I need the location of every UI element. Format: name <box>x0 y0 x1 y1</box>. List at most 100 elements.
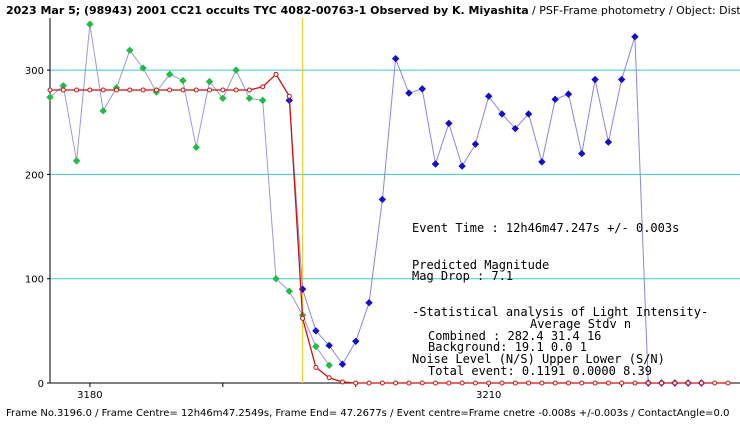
data-point <box>179 76 187 85</box>
data-point <box>339 379 345 385</box>
data-point <box>273 71 279 77</box>
data-point <box>378 195 387 204</box>
data-point <box>486 380 492 386</box>
data-point <box>604 138 613 146</box>
data-point <box>126 46 134 55</box>
x-tick-label: 3210 <box>476 390 501 401</box>
series-layer <box>46 20 731 387</box>
data-point <box>459 380 465 386</box>
data-point <box>192 143 200 152</box>
data-point <box>512 380 518 386</box>
data-point <box>591 75 599 84</box>
data-point <box>140 87 146 93</box>
data-point <box>472 380 478 386</box>
chart-title: 2023 Mar 5; (98943) 2001 CC21 occults TY… <box>6 4 529 17</box>
data-point <box>418 85 426 93</box>
data-point <box>272 275 280 283</box>
data-point <box>579 380 585 386</box>
event-time-label: Event Time : 12h46m47.247s +/- 0.003s <box>412 221 679 235</box>
data-point <box>207 87 213 93</box>
data-point <box>127 87 133 93</box>
data-point <box>72 157 81 165</box>
y-tick-label: 0 <box>38 379 44 390</box>
data-point <box>632 380 638 386</box>
data-point <box>312 342 320 351</box>
data-point <box>524 110 533 118</box>
data-point <box>139 64 147 72</box>
data-point <box>538 158 546 166</box>
data-point <box>47 87 53 93</box>
data-point <box>391 54 400 63</box>
y-tick-label: 100 <box>25 275 44 286</box>
data-point <box>405 89 413 97</box>
stat-columns-label: Average Stdv n <box>530 317 631 331</box>
data-point <box>86 20 94 28</box>
data-point <box>446 380 452 386</box>
data-point <box>725 380 731 386</box>
background-stats-label: Background: 19.1 0.0 1 <box>428 340 587 354</box>
data-point <box>631 33 639 41</box>
chart-footer: Frame No.3196.0 / Frame Centre= 12h46m47… <box>6 408 729 419</box>
data-point <box>659 380 665 386</box>
data-point <box>313 364 319 370</box>
data-point <box>87 87 93 93</box>
mag-drop-label: Mag Drop : 7.1 <box>412 269 513 283</box>
axis-layer: 0 100 200 300 3180 3210 <box>25 18 740 401</box>
x-tick-label: 3180 <box>77 390 102 401</box>
data-point <box>165 70 174 79</box>
data-point <box>526 380 532 386</box>
y-tick-label: 200 <box>25 170 44 181</box>
data-point <box>484 92 493 100</box>
data-point <box>685 380 691 386</box>
data-point <box>193 87 199 93</box>
data-point <box>445 119 453 128</box>
data-point <box>338 360 347 368</box>
data-point <box>60 87 66 93</box>
chart-subtitle: / PSF-Frame photometry / Object: Dista <box>532 4 740 17</box>
data-point <box>325 341 333 350</box>
data-point <box>46 93 54 101</box>
data-point <box>352 337 360 345</box>
noise-level-label: Noise Level (N/S) Upper Lower (S/N) <box>412 352 665 366</box>
data-point <box>619 380 625 386</box>
data-point <box>153 87 159 93</box>
plot-area: 0 100 200 300 3180 3210 <box>25 18 740 401</box>
data-point <box>539 380 545 386</box>
data-point <box>578 149 586 158</box>
data-point <box>285 287 294 295</box>
data-point <box>471 140 480 148</box>
data-point <box>498 110 506 118</box>
data-point <box>379 380 385 386</box>
data-point <box>712 380 718 386</box>
data-point <box>233 87 239 93</box>
data-point <box>74 87 80 93</box>
series-line-1 <box>49 24 330 366</box>
data-point <box>258 96 267 105</box>
data-point <box>431 160 440 168</box>
data-point <box>245 94 254 103</box>
data-point <box>552 380 558 386</box>
annotation-block: Event Time : 12h46m47.247s +/- 0.003s Pr… <box>412 221 708 378</box>
data-point <box>246 87 252 93</box>
data-point <box>113 87 119 93</box>
data-point <box>617 75 626 84</box>
data-point <box>499 380 505 386</box>
data-point <box>99 107 107 115</box>
predicted-magnitude-label: Predicted Magnitude <box>412 258 549 272</box>
data-point <box>672 380 678 386</box>
data-point <box>645 380 651 386</box>
data-point <box>605 380 611 386</box>
data-point <box>220 87 226 93</box>
data-point <box>366 380 372 386</box>
data-point <box>300 315 306 321</box>
data-point <box>458 162 466 170</box>
data-point <box>433 380 439 386</box>
combined-stats-label: Combined : 282.4 31.4 16 <box>428 329 601 343</box>
data-point <box>167 87 173 93</box>
series-line-2 <box>288 36 702 384</box>
data-point <box>180 87 186 93</box>
data-point <box>564 90 573 98</box>
data-point <box>325 361 333 369</box>
data-point <box>551 95 559 104</box>
